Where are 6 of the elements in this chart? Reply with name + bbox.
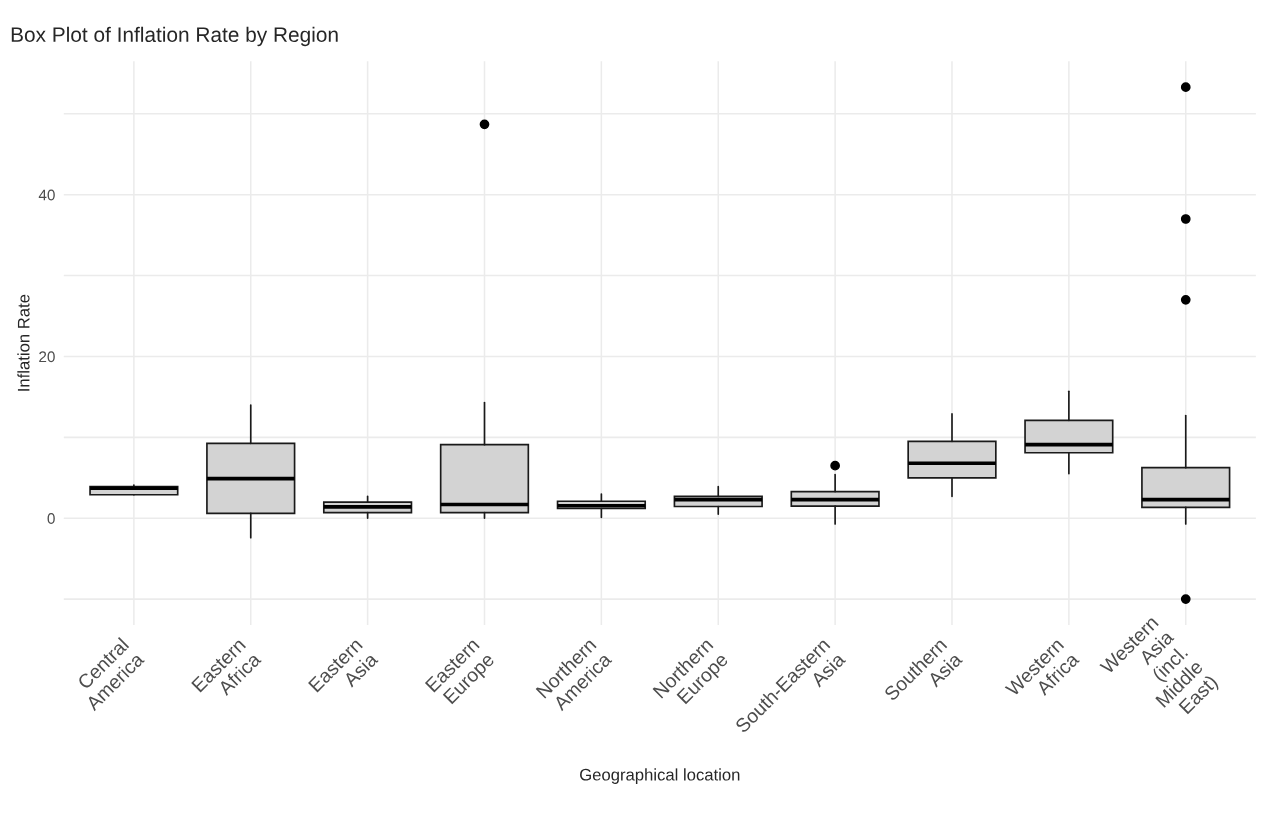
chart-title: Box Plot of Inflation Rate by Region <box>11 26 338 47</box>
y-tick-label: 20 <box>39 351 55 363</box>
y-tick-label: 0 <box>47 513 55 524</box>
y-tick-label: 40 <box>38 189 55 201</box>
x-axis-title: Geographical location <box>580 768 740 784</box>
y-axis-title: Inflation Rate <box>17 294 30 391</box>
